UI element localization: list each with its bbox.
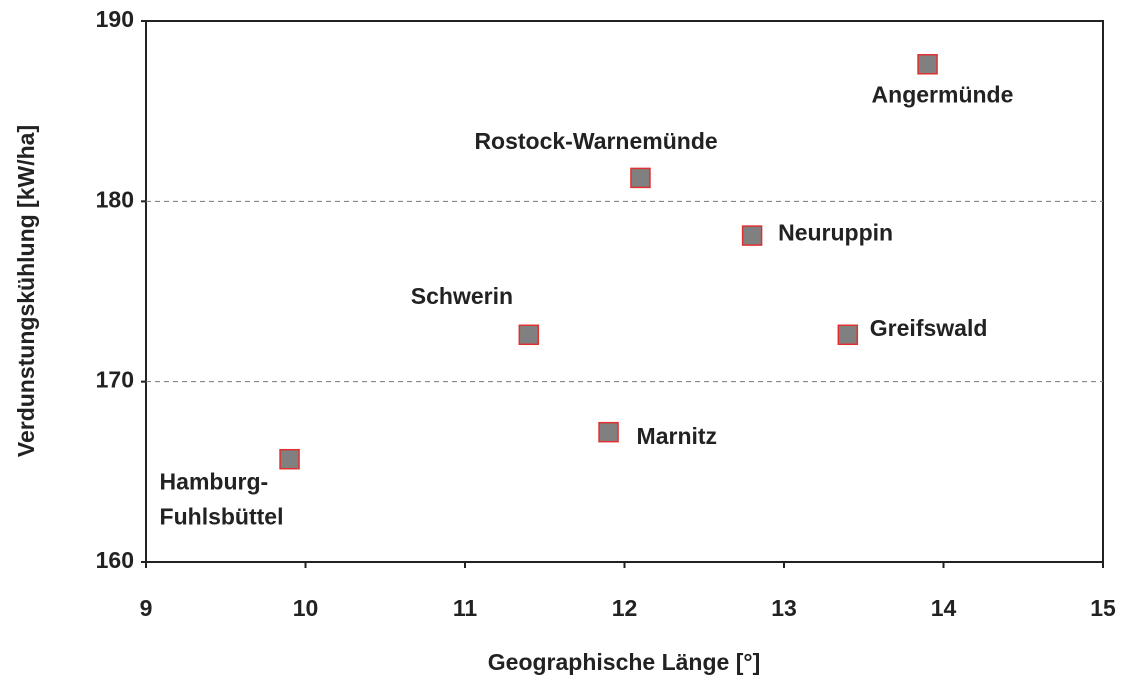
x-tick-label: 10 xyxy=(293,595,319,621)
y-axis-label: Verdunstungskühlung [kW/ha] xyxy=(13,125,39,457)
marker xyxy=(598,421,619,443)
y-tick-label: 190 xyxy=(96,6,134,32)
point-label: Hamburg- xyxy=(160,468,269,494)
point-label: Schwerin xyxy=(411,283,513,309)
marker xyxy=(917,54,938,75)
x-tick-label: 12 xyxy=(612,595,638,621)
marker xyxy=(630,167,651,189)
point-label: Neuruppin xyxy=(778,220,893,246)
x-tick-label: 13 xyxy=(771,595,797,621)
x-tick-label: 14 xyxy=(931,595,957,621)
marker xyxy=(279,448,300,470)
point-label: Greifswald xyxy=(870,315,988,341)
x-axis-label: Geographische Länge [°] xyxy=(488,649,760,675)
marker xyxy=(741,225,763,246)
marker xyxy=(518,324,540,346)
y-tick-label: 170 xyxy=(96,367,134,393)
point-label: Rostock-Warnemünde xyxy=(474,128,717,154)
y-tick-label: 180 xyxy=(96,186,134,212)
point-label: Angermünde xyxy=(872,81,1014,107)
point-label: Fuhlsbüttel xyxy=(160,503,284,529)
y-tick-label: 160 xyxy=(96,547,134,573)
x-tick-label: 9 xyxy=(140,595,153,621)
marker xyxy=(837,324,859,346)
point-label: Marnitz xyxy=(637,423,718,449)
x-tick-label: 11 xyxy=(453,595,478,621)
x-tick-label: 15 xyxy=(1090,595,1116,621)
